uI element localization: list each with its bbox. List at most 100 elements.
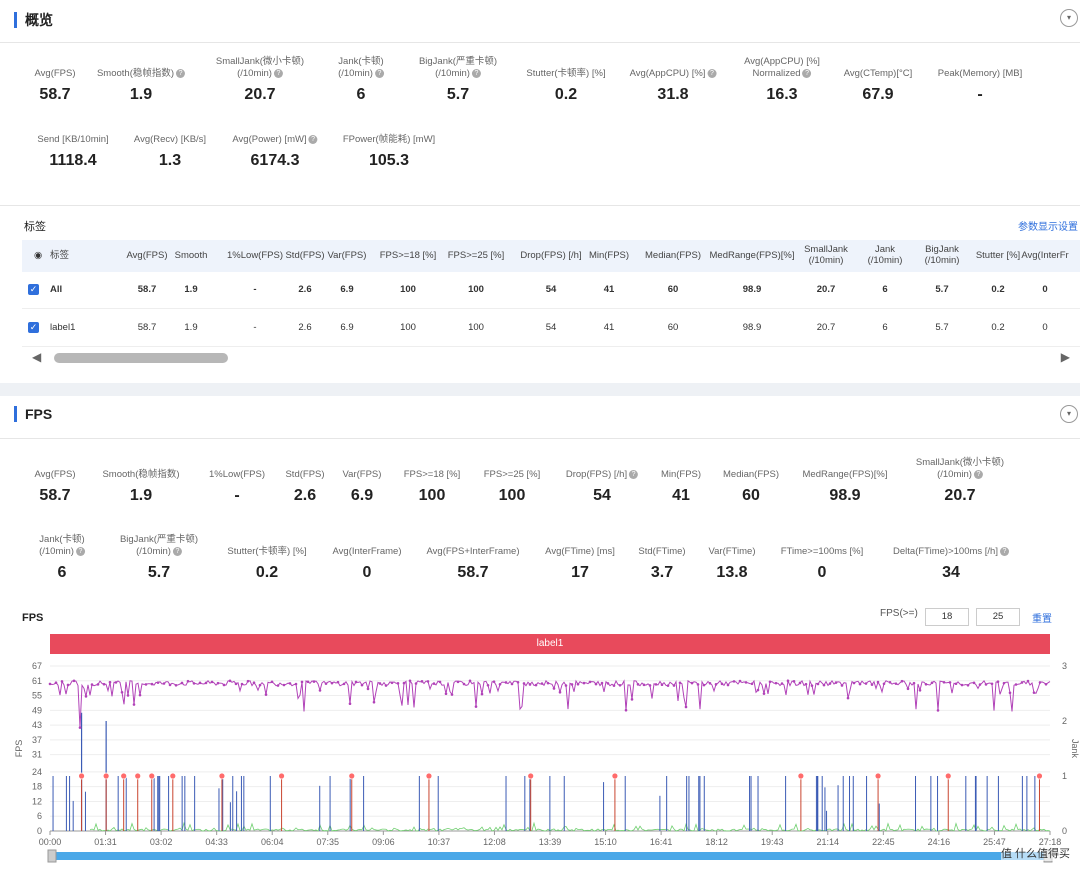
range-slider[interactable] — [50, 852, 1050, 860]
fps-point — [540, 682, 544, 685]
overview-panel: 概览 ▾ Avg(FPS) 58.7 Smooth(稳帧指数)? 1.9 SmallJa… — [0, 0, 1080, 383]
column-header[interactable]: Median(FPS) — [645, 250, 701, 261]
horizontal-scrollbar[interactable]: ◀ ▶ — [30, 350, 1070, 366]
x-tick-label: 19:43 — [761, 837, 784, 847]
bigjank-marker — [218, 772, 226, 780]
metric-label: Var(FTime) — [708, 546, 756, 557]
param-settings-link[interactable]: 参数显示设置 — [1018, 222, 1078, 233]
x-tick-label: 15:10 — [594, 837, 617, 847]
y-tick-label: 49 — [32, 705, 42, 715]
table-cell: 41 — [603, 284, 615, 295]
fps-point — [516, 680, 520, 684]
help-icon[interactable]: ? — [172, 546, 182, 556]
fps-point — [204, 681, 208, 685]
row-checkbox[interactable]: ✓ — [28, 322, 39, 333]
metric-8: Avg(AppCPU) [%] Normalized? 16.3 — [744, 56, 820, 104]
column-header[interactable]: Smooth — [174, 250, 208, 261]
column-header[interactable]: FPS>=25 [%] — [447, 250, 505, 261]
table-cell: 41 — [603, 322, 615, 333]
column-header[interactable]: Avg(InterFr — [1021, 250, 1069, 261]
fps-point — [630, 698, 634, 701]
scroll-left-icon[interactable]: ◀ — [32, 350, 42, 364]
eye-icon[interactable]: ◉ — [34, 250, 43, 261]
y-tick-label: 6 — [37, 811, 42, 821]
metric-label: Stutter(卡顿率) [%] — [526, 68, 606, 79]
metric-3: Stutter(卡顿率) [%] 0.2 — [227, 534, 306, 582]
help-icon[interactable]: ? — [802, 68, 812, 78]
y-tick-label: 24 — [32, 767, 42, 777]
fps-threshold-input-2[interactable]: 25 — [976, 608, 1020, 626]
metric-label: Avg(FTime) [ms] — [545, 546, 615, 557]
fps-point — [294, 682, 298, 686]
column-header[interactable]: Std(FPS) — [285, 250, 325, 261]
metric-9: FTime>=100ms [%] 0 — [781, 534, 864, 582]
fps-collapse-icon[interactable]: ▾ — [1060, 405, 1078, 423]
fps-point — [1038, 681, 1042, 684]
column-header[interactable]: Drop(FPS) [/h] — [520, 250, 582, 261]
column-header[interactable]: Avg(FPS) — [126, 250, 168, 261]
column-header[interactable]: Stutter [%] — [975, 250, 1021, 261]
metric-value: 5.7 — [147, 564, 171, 581]
metric-value: 6 — [57, 564, 67, 581]
x-tick-label: 21:14 — [817, 837, 840, 847]
scroll-thumb[interactable] — [54, 353, 228, 363]
metric-value: 0 — [817, 564, 827, 581]
fps-point — [240, 682, 244, 686]
metric-2: Smooth(稳帧指数) 1.9 — [102, 457, 179, 505]
column-header[interactable]: Jank (/10min) — [867, 244, 903, 266]
column-header[interactable]: Min(FPS) — [588, 250, 630, 261]
metric-value: 6 — [356, 86, 366, 103]
reset-button[interactable]: 重置 — [1032, 614, 1052, 625]
help-icon[interactable]: ? — [75, 546, 85, 556]
help-icon[interactable]: ? — [273, 68, 283, 78]
column-header[interactable]: BigJank (/10min) — [924, 244, 960, 266]
fps-point — [144, 683, 148, 686]
x-tick-label: 04:33 — [205, 837, 228, 847]
bigjank-marker — [1036, 772, 1043, 780]
help-icon[interactable]: ? — [176, 68, 186, 78]
column-header[interactable]: MedRange(FPS)[%] — [709, 250, 795, 261]
fps-point — [54, 681, 58, 685]
divider — [0, 42, 1080, 43]
bigjank-marker — [102, 772, 110, 780]
column-header[interactable]: 标签 — [50, 250, 70, 261]
column-header[interactable]: SmallJank (/10min) — [804, 244, 848, 266]
table-row[interactable]: ✓ label1 58.7 1.9-2.6 6.9 100 100 54 41 60 98.9 20.… — [22, 310, 1080, 347]
fps-point — [900, 679, 904, 683]
fps-point — [798, 681, 802, 685]
scroll-right-icon[interactable]: ▶ — [1060, 350, 1070, 364]
fps-point — [960, 683, 964, 687]
bigjank-marker — [169, 772, 177, 780]
y-tick-label: 0 — [37, 826, 42, 836]
help-icon[interactable]: ? — [973, 469, 983, 479]
fps-threshold-input-1[interactable]: 18 — [925, 608, 969, 626]
help-icon[interactable]: ? — [471, 68, 481, 78]
interframe-series — [89, 821, 1051, 832]
help-icon[interactable]: ? — [707, 68, 717, 78]
help-icon[interactable]: ? — [308, 134, 318, 144]
metric-value: 60 — [742, 487, 760, 504]
overview-collapse-icon[interactable]: ▾ — [1060, 9, 1078, 27]
fps-point — [618, 683, 622, 687]
help-icon[interactable]: ? — [629, 469, 639, 479]
table-row[interactable]: ✓ All 58.7 1.9 - 2.6 6.9 100 100 54 41 60 98.9 20.7 6 5… — [22, 272, 1080, 309]
range-handle-left[interactable] — [47, 849, 57, 863]
column-header[interactable]: FPS>=18 [%] — [379, 250, 437, 261]
help-icon[interactable]: ? — [374, 68, 384, 78]
metric-label: Avg(Recv) [KB/s] — [133, 134, 207, 145]
table-cell: 98.9 — [742, 284, 762, 295]
help-icon[interactable]: ? — [999, 546, 1009, 556]
fps-point — [498, 683, 502, 686]
column-header[interactable]: 1%Low(FPS) — [227, 250, 283, 261]
label1-range-bar[interactable]: label1 — [50, 634, 1050, 654]
table-cell: 5.7 — [935, 284, 949, 295]
fps-point — [708, 682, 712, 685]
row-label: All — [50, 284, 63, 295]
fps-point — [774, 681, 778, 685]
fps-point — [390, 681, 394, 685]
column-header[interactable]: Var(FPS) — [327, 250, 367, 261]
table-cell: 58.7 — [137, 284, 157, 295]
metric-label: FPS>=25 [%] — [483, 469, 541, 480]
row-checkbox[interactable]: ✓ — [28, 284, 39, 295]
